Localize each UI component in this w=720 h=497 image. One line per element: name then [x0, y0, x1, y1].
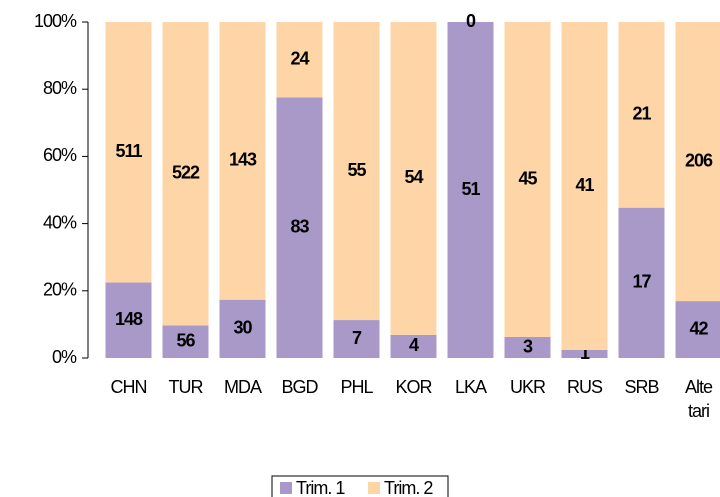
bar-segment: [561, 350, 608, 358]
x-tick-label: UKR: [510, 377, 546, 397]
data-label: 206: [685, 150, 713, 170]
data-label: 45: [518, 168, 537, 188]
bar-segment: [390, 22, 437, 335]
x-tick-label: SRB: [624, 377, 659, 397]
y-tick-label: 80%: [43, 78, 77, 98]
data-label: 143: [229, 150, 257, 170]
data-label: 24: [290, 48, 309, 68]
data-label: 42: [689, 318, 708, 338]
data-label: 0: [466, 11, 476, 31]
data-label: 56: [176, 330, 195, 350]
x-tick-label: RUS: [567, 377, 603, 397]
legend-label: Trim. 2: [384, 478, 433, 497]
bar-segment: [561, 22, 608, 350]
x-tick-label: BGD: [281, 377, 318, 397]
data-label: 1: [580, 343, 590, 363]
data-label: 83: [290, 216, 309, 236]
x-tick-label: KOR: [395, 377, 432, 397]
data-label: 522: [172, 162, 200, 182]
x-tick-label: LKA: [455, 377, 487, 397]
bar-segment: [333, 22, 380, 321]
bar-segment: [276, 22, 323, 98]
bar-segment: [219, 299, 266, 358]
y-tick-label: 40%: [43, 212, 77, 232]
bar-segment: [675, 22, 720, 302]
y-tick-label: 100%: [34, 11, 77, 31]
data-label: 54: [404, 167, 423, 187]
bar-segment: [504, 22, 551, 337]
data-label: 3: [523, 336, 533, 356]
data-label: 55: [347, 160, 366, 180]
legend-swatch: [280, 482, 292, 494]
y-tick-label: 0%: [52, 347, 77, 367]
data-label: 17: [632, 272, 651, 292]
data-label: 51: [461, 179, 480, 199]
x-tick-label: CHN: [111, 377, 147, 397]
bar-segment: [618, 22, 665, 208]
data-label: 511: [115, 141, 142, 161]
bar-segment: [162, 22, 209, 326]
bar-segment: [162, 325, 209, 358]
bar-segment: [390, 334, 437, 358]
bar-segment: [504, 337, 551, 358]
y-tick-label: 20%: [43, 280, 77, 300]
x-tick-label: MDA: [224, 377, 262, 397]
legend-box: [271, 475, 449, 497]
bar-segment: [276, 97, 323, 358]
bar-segment: [105, 282, 152, 358]
bar-segment: [105, 22, 152, 283]
bar-segment: [447, 22, 494, 358]
x-tick-label: PHL: [340, 377, 373, 397]
legend-label: Trim. 1: [296, 478, 345, 497]
bar-segment: [618, 207, 665, 358]
data-label: 41: [575, 175, 594, 195]
legend-swatch: [368, 482, 380, 494]
x-tick-label: Alte tari: [685, 377, 713, 421]
bar-segment: [333, 320, 380, 358]
y-tick-label: 60%: [43, 145, 77, 165]
data-label: 148: [115, 309, 143, 329]
data-label: 4: [409, 335, 419, 355]
data-label: 7: [352, 328, 362, 348]
bar-segment: [675, 301, 720, 358]
data-label: 21: [632, 104, 651, 124]
x-tick-label: TUR: [169, 377, 204, 397]
data-label: 30: [233, 318, 252, 338]
bar-segment: [219, 22, 266, 300]
